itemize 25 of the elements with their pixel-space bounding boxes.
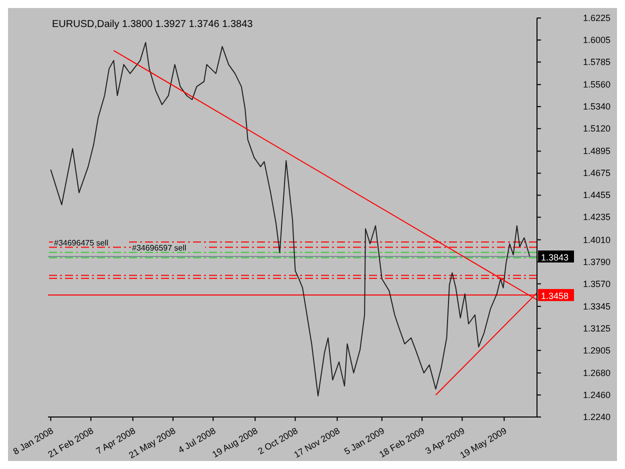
y-tick-label: 1.3125 <box>583 323 611 334</box>
y-tick-label: 1.5785 <box>583 57 611 68</box>
y-tick-label: 1.6225 <box>583 13 611 23</box>
ref-line-label: 1.3458 <box>541 291 569 302</box>
y-tick-label: 1.2240 <box>583 412 611 422</box>
y-tick-label: 1.2905 <box>583 345 611 356</box>
y-tick-label: 1.4235 <box>583 212 611 222</box>
y-tick-label: 1.4010 <box>583 234 611 245</box>
y-tick-label: 1.5560 <box>583 80 611 90</box>
ref-line-label: #34696597 sell <box>132 243 186 252</box>
y-tick-label: 1.4675 <box>583 168 611 178</box>
y-tick-label: 1.6005 <box>583 35 611 46</box>
y-tick-label: 1.3790 <box>583 256 611 267</box>
line-series <box>50 42 530 396</box>
y-tick-label: 1.4895 <box>583 146 611 156</box>
y-tick-label: 1.4455 <box>583 190 611 200</box>
ref-line-label: 1.3843 <box>541 252 569 262</box>
chart-title: EURUSD,Daily 1.3800 1.3927 1.3746 1.3843 <box>52 19 253 30</box>
y-tick-label: 1.3345 <box>583 301 611 312</box>
y-tick-label: 1.5340 <box>583 102 611 112</box>
y-tick-label: 1.3570 <box>583 278 611 289</box>
y-tick-label: 1.5120 <box>583 124 611 134</box>
y-tick-label: 1.2680 <box>583 368 611 378</box>
y-tick-label: 1.2460 <box>583 390 611 400</box>
ref-line-label: #34696475 sell <box>54 238 108 248</box>
